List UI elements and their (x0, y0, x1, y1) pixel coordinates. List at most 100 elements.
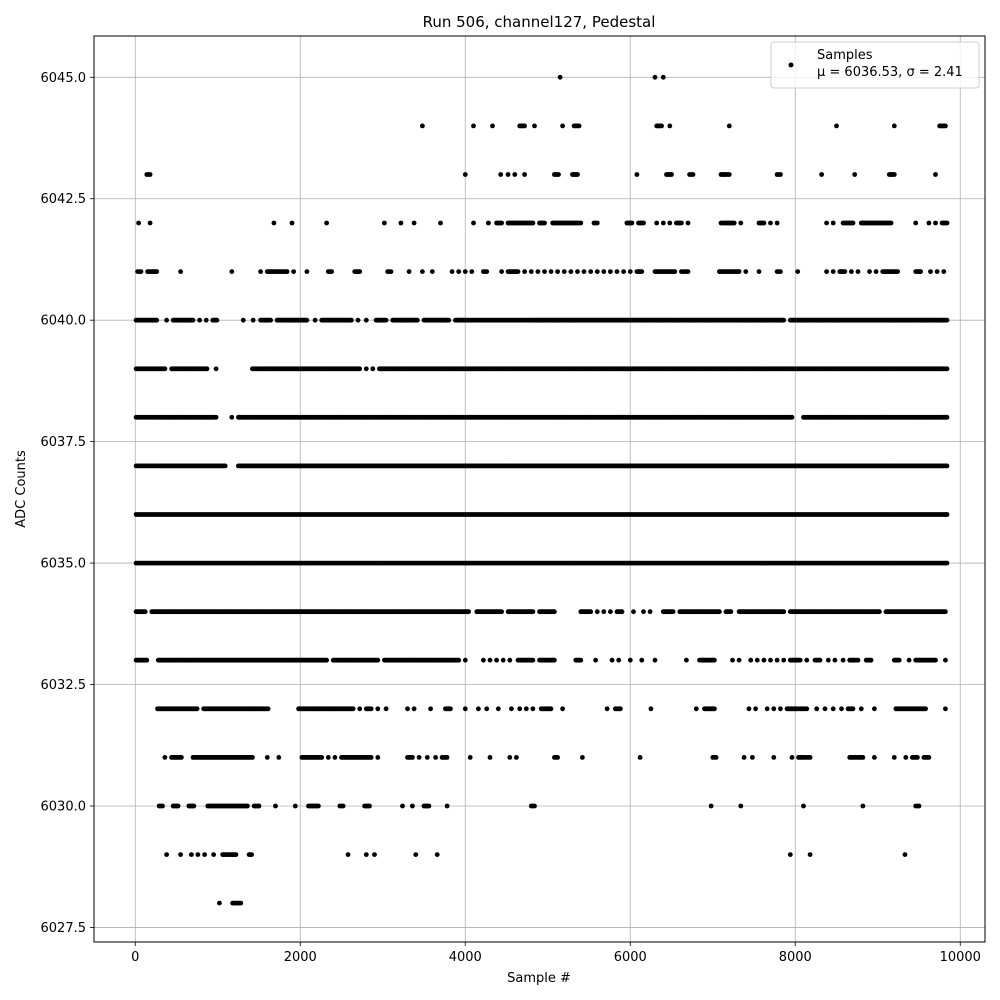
data-point (850, 220, 856, 226)
data-point (471, 123, 476, 129)
data-point (456, 657, 462, 663)
data-point (943, 657, 948, 663)
data-point (685, 220, 691, 226)
data-point (530, 609, 536, 615)
data-point (449, 269, 455, 274)
data-point (530, 706, 536, 712)
data-point (712, 706, 717, 712)
data-point (660, 74, 666, 80)
data-point (319, 755, 325, 760)
data-point (154, 317, 160, 323)
data-point (634, 172, 640, 177)
data-point (647, 609, 653, 615)
data-point (523, 706, 529, 712)
data-point (142, 609, 148, 615)
data-point (618, 706, 623, 712)
data-point (627, 657, 633, 663)
data-point (825, 657, 831, 663)
data-point (578, 657, 584, 663)
data-point (375, 657, 381, 663)
data-point (528, 269, 534, 274)
data-point (928, 269, 933, 274)
data-point (522, 172, 527, 177)
data-point (507, 657, 513, 663)
data-point (581, 269, 587, 274)
data-point (609, 657, 615, 663)
data-point (271, 220, 277, 226)
data-point (891, 172, 897, 177)
data-point (601, 269, 607, 274)
data-point (548, 706, 554, 712)
data-point (575, 269, 580, 274)
data-point (304, 269, 310, 274)
data-point (213, 414, 219, 420)
data-point (388, 269, 394, 274)
data-point (203, 317, 209, 323)
data-point (304, 317, 310, 323)
data-point (855, 269, 861, 274)
data-point (753, 706, 758, 712)
data-point (918, 269, 923, 274)
data-point (641, 609, 646, 615)
data-point (601, 609, 607, 615)
data-point (774, 220, 780, 226)
data-point (832, 657, 838, 663)
data-point (627, 269, 633, 274)
data-point (933, 220, 938, 226)
data-point (834, 123, 839, 129)
data-point (594, 220, 600, 226)
data-point (420, 123, 425, 129)
data-point (944, 463, 950, 469)
data-point (428, 706, 433, 712)
data-point (867, 269, 872, 274)
data-point (669, 172, 674, 177)
data-point (484, 269, 490, 274)
data-point (743, 269, 749, 274)
data-point (136, 220, 142, 226)
data-point (756, 269, 762, 274)
data-point (324, 220, 329, 226)
data-point (466, 609, 471, 615)
data-point (410, 755, 415, 760)
data-point (726, 172, 732, 177)
data-point (438, 220, 443, 226)
data-point (405, 706, 410, 712)
data-point (530, 220, 536, 226)
data-point (944, 317, 950, 323)
data-point (608, 609, 613, 615)
data-point (462, 657, 468, 663)
data-point (162, 755, 168, 760)
data-point (291, 269, 296, 274)
data-point (926, 220, 932, 226)
data-point (560, 706, 565, 712)
data-point (383, 706, 389, 712)
data-point (542, 269, 547, 274)
data-point (941, 269, 947, 274)
data-point (522, 123, 527, 129)
data-point (819, 172, 824, 177)
data-point (194, 706, 200, 712)
data-point (639, 269, 645, 274)
data-point (840, 657, 846, 663)
data-point (368, 706, 374, 712)
data-point (797, 657, 803, 663)
data-point (530, 657, 536, 663)
data-point (556, 172, 561, 177)
data-point (659, 123, 664, 129)
data-point (505, 172, 511, 177)
data-point (895, 269, 900, 274)
data-point (726, 123, 732, 129)
data-point (913, 220, 919, 226)
data-point (575, 172, 580, 177)
data-point (594, 609, 600, 615)
data-point (147, 220, 153, 226)
data-point (933, 657, 938, 663)
data-point (398, 220, 404, 226)
data-point (754, 657, 760, 663)
data-point (289, 220, 295, 226)
data-point (357, 706, 363, 712)
data-point (517, 706, 523, 712)
data-point (631, 609, 636, 615)
data-point (462, 172, 468, 177)
data-point (456, 269, 462, 274)
